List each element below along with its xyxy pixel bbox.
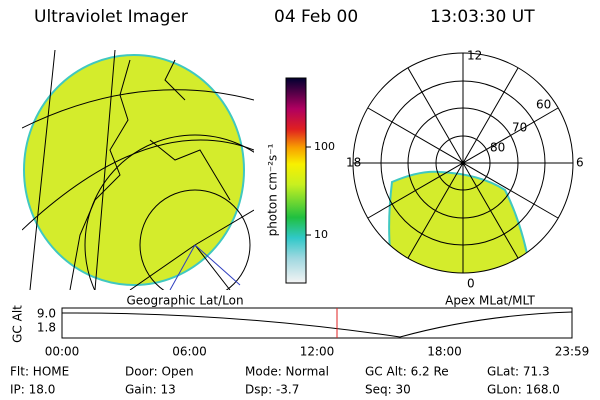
time: 13:03:30 UT [430, 7, 535, 27]
mlt-label: 12 [467, 49, 482, 63]
mlt-label: 0 [467, 277, 475, 291]
y-tick-label: 1.8 [37, 321, 56, 335]
colorbar-label: photon cm⁻²s⁻¹ [266, 143, 280, 236]
colorbar-tick-label: 100 [314, 140, 335, 153]
footer-field: Seq: 30 [365, 383, 411, 397]
polar-label: Apex MLat/MLT [445, 294, 535, 308]
footer-field: Flt: HOME [10, 365, 69, 379]
mlt-label: 6 [576, 156, 584, 170]
footer-field: Dsp: -3.7 [245, 383, 299, 397]
lat-label: 60 [536, 98, 551, 112]
altitude-ylabel: GC Alt [11, 305, 25, 343]
x-tick-label: 18:00 [427, 345, 462, 359]
x-tick-label: 12:00 [300, 345, 335, 359]
x-tick-label: 06:00 [172, 345, 207, 359]
footer-field: Door: Open [125, 365, 194, 379]
lat-label: 70 [512, 121, 527, 135]
x-tick-label: 00:00 [45, 345, 80, 359]
title: Ultraviolet Imager [34, 7, 188, 27]
colorbar-tick-label: 10 [314, 228, 328, 241]
geo-image [22, 50, 254, 290]
footer-field: Mode: Normal [245, 365, 329, 379]
mlt-label: 18 [346, 156, 361, 170]
altitude-curve [61, 311, 573, 338]
polar-image [388, 170, 534, 273]
date: 04 Feb 00 [274, 7, 358, 27]
geo-label: Geographic Lat/Lon [126, 294, 243, 308]
footer-field: IP: 18.0 [10, 383, 55, 397]
altitude-frame [61, 307, 573, 339]
footer-field: GLat: 71.3 [487, 365, 550, 379]
footer-field: GC Alt: 6.2 Re [365, 365, 449, 379]
y-tick-label: 9.0 [37, 307, 56, 321]
lat-label: 80 [490, 141, 505, 155]
footer-field: Gain: 13 [125, 383, 176, 397]
x-tick-label: 23:59 [555, 345, 590, 359]
colorbar [285, 77, 307, 284]
footer-field: GLon: 168.0 [487, 383, 560, 397]
polar-grid [352, 52, 574, 274]
